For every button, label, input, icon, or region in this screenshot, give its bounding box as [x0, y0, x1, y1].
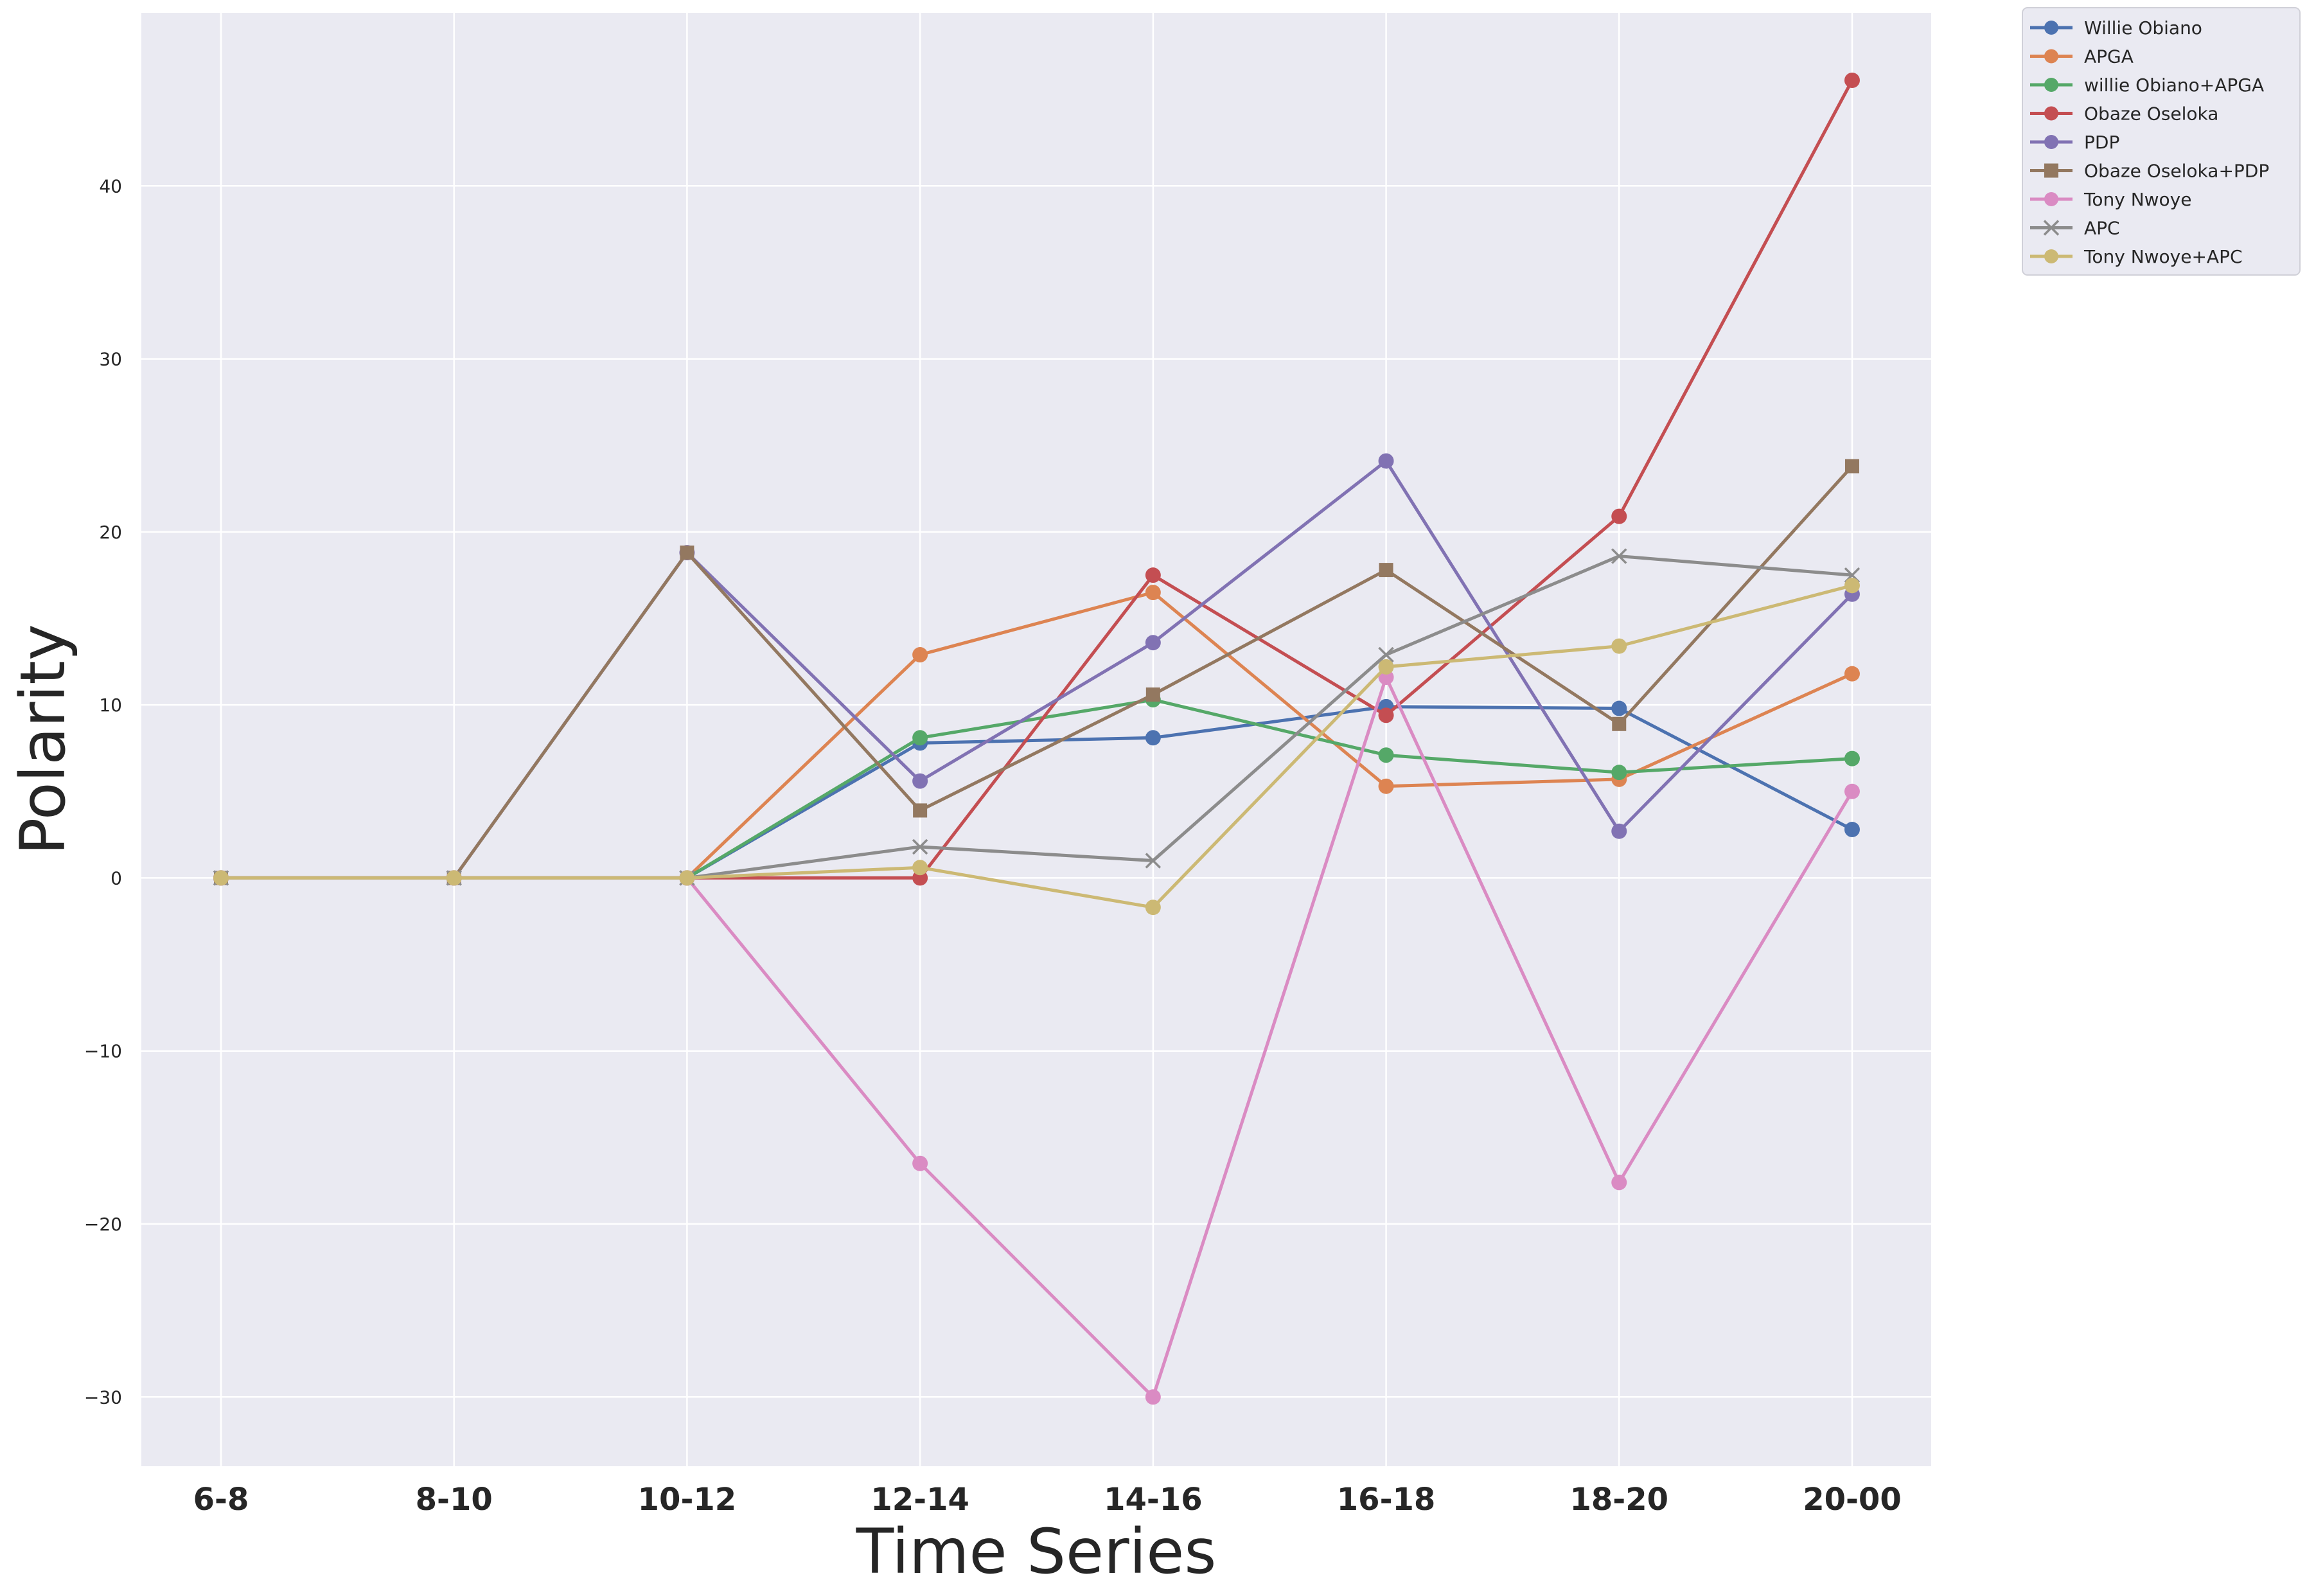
data-point — [446, 870, 462, 886]
y-tick-label: −20 — [84, 1214, 122, 1235]
data-point — [213, 870, 229, 886]
x-axis-ticks: 6-8 8-10 10-12 12-14 14-16 16-18 18-20 20-00 — [193, 1482, 1902, 1518]
y-tick-label: 30 — [99, 349, 122, 370]
y-tick-label: 20 — [99, 522, 122, 543]
x-tick-label: 6-8 — [193, 1482, 249, 1518]
data-point — [1378, 707, 1394, 723]
data-point — [1378, 646, 1394, 663]
data-point — [1611, 700, 1627, 716]
data-point — [912, 838, 928, 855]
series-line — [221, 583, 1853, 909]
data-point — [1378, 747, 1394, 763]
y-axis-ticks: −30 −20 −10 0 10 20 30 40 — [84, 175, 122, 1408]
data-point — [2043, 220, 2060, 236]
data-point — [1844, 783, 1860, 799]
data-point — [1145, 635, 1161, 651]
legend-item: APC — [2030, 218, 2120, 239]
x-tick-label: 18-20 — [1570, 1482, 1669, 1518]
y-tick-label: −30 — [84, 1387, 122, 1408]
legend-label: Tony Nwoye+APC — [2083, 246, 2243, 267]
data-point — [1145, 1389, 1161, 1405]
data-point — [2044, 163, 2058, 178]
data-point — [1611, 508, 1627, 524]
legend-item: Obaze Oseloka — [2030, 103, 2218, 125]
data-point — [1145, 567, 1161, 583]
data-point — [1145, 687, 1160, 702]
legend-label: willie Obiano+APGA — [2084, 75, 2264, 96]
legend-label: PDP — [2084, 132, 2119, 153]
legend-item: willie Obiano+APGA — [2030, 75, 2264, 96]
x-tick-label: 10-12 — [638, 1482, 737, 1518]
data-point — [1378, 659, 1394, 675]
y-tick-label: −10 — [84, 1041, 122, 1062]
data-point — [1611, 638, 1627, 654]
data-point — [2044, 49, 2058, 64]
data-point — [1844, 459, 1859, 474]
legend-item: PDP — [2030, 132, 2119, 153]
data-point — [912, 860, 928, 876]
x-tick-label: 16-18 — [1337, 1482, 1436, 1518]
legend-frame — [2022, 7, 2301, 276]
legend: Willie Obiano APGA willie Obiano+APGA Obaze… — [2022, 7, 2301, 276]
legend-label: APGA — [2084, 46, 2134, 67]
series — [213, 578, 1860, 916]
data-point — [1145, 730, 1161, 746]
data-point — [1844, 666, 1860, 682]
data-point — [1145, 853, 1162, 869]
data-point — [1844, 750, 1860, 767]
data-point — [1145, 900, 1161, 916]
legend-item: Willie Obiano — [2030, 17, 2202, 39]
y-tick-label: 40 — [99, 175, 122, 197]
legend-label: Willie Obiano — [2084, 17, 2202, 39]
legend-item: APGA — [2030, 46, 2134, 67]
data-point — [1378, 453, 1394, 469]
data-point — [912, 773, 928, 789]
data-point — [2044, 78, 2058, 92]
legend-item: Tony Nwoye — [2030, 189, 2191, 210]
data-point — [913, 803, 928, 818]
data-point — [1611, 823, 1627, 839]
legend-label: APC — [2084, 218, 2120, 239]
data-point — [1378, 778, 1394, 794]
x-tick-label: 12-14 — [871, 1482, 969, 1518]
data-point — [1612, 716, 1627, 731]
data-point — [1611, 765, 1627, 781]
y-tick-label: 10 — [99, 695, 122, 716]
data-point — [1844, 73, 1860, 89]
y-axis-title: Polarity — [7, 624, 79, 855]
series-layer — [213, 73, 1861, 1405]
legend-label: Obaze Oseloka — [2084, 103, 2218, 125]
y-tick-label: 0 — [110, 867, 122, 889]
grid — [141, 13, 1931, 1466]
data-point — [912, 647, 928, 663]
data-point — [679, 870, 695, 886]
series-line — [221, 465, 1853, 880]
data-point — [1145, 585, 1161, 601]
data-point — [2044, 135, 2058, 149]
data-point — [680, 545, 694, 560]
x-axis-title: Time Series — [856, 1516, 1217, 1588]
data-point — [912, 730, 928, 746]
data-point — [1611, 1175, 1627, 1191]
legend-item: Tony Nwoye+APC — [2030, 246, 2243, 267]
data-point — [2044, 21, 2058, 35]
data-point — [1844, 578, 1860, 594]
data-point — [2044, 249, 2058, 263]
data-point — [912, 1155, 928, 1171]
data-point — [1844, 822, 1860, 838]
data-point — [2044, 192, 2058, 206]
legend-label: Tony Nwoye — [2083, 189, 2191, 210]
legend-label: Obaze Oseloka+PDP — [2084, 161, 2269, 182]
x-tick-label: 14-16 — [1104, 1482, 1203, 1518]
data-point — [1611, 548, 1627, 564]
x-tick-label: 8-10 — [416, 1482, 493, 1518]
data-point — [2044, 106, 2058, 121]
legend-item: Obaze Oseloka+PDP — [2030, 161, 2269, 182]
x-tick-label: 20-00 — [1803, 1482, 1902, 1518]
data-point — [1379, 563, 1393, 578]
